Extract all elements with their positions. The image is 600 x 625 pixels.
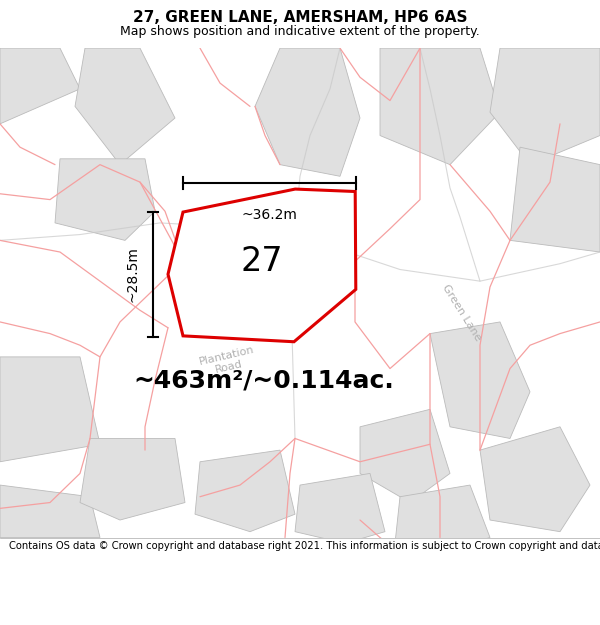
Text: ~463m²/~0.114ac.: ~463m²/~0.114ac.: [134, 369, 394, 393]
Polygon shape: [510, 147, 600, 252]
Polygon shape: [195, 450, 295, 532]
Polygon shape: [55, 159, 155, 241]
Text: 27, GREEN LANE, AMERSHAM, HP6 6AS: 27, GREEN LANE, AMERSHAM, HP6 6AS: [133, 9, 467, 24]
Text: Green Lane: Green Lane: [440, 282, 484, 342]
Polygon shape: [80, 439, 185, 520]
Text: Plantation
Road: Plantation Road: [198, 344, 258, 378]
Polygon shape: [380, 48, 500, 164]
Polygon shape: [430, 322, 530, 439]
Polygon shape: [480, 427, 590, 532]
Text: Contains OS data © Crown copyright and database right 2021. This information is : Contains OS data © Crown copyright and d…: [9, 541, 600, 551]
Text: 27: 27: [241, 246, 283, 279]
Polygon shape: [0, 485, 100, 538]
Polygon shape: [0, 357, 100, 462]
Polygon shape: [0, 48, 80, 124]
Polygon shape: [168, 189, 356, 342]
Polygon shape: [255, 48, 360, 176]
Polygon shape: [395, 485, 490, 549]
Polygon shape: [295, 473, 385, 543]
Polygon shape: [360, 409, 450, 502]
Text: ~28.5m: ~28.5m: [126, 246, 140, 302]
Text: Map shows position and indicative extent of the property.: Map shows position and indicative extent…: [120, 26, 480, 39]
Polygon shape: [75, 48, 175, 164]
Polygon shape: [490, 48, 600, 164]
Text: ~36.2m: ~36.2m: [241, 208, 298, 222]
